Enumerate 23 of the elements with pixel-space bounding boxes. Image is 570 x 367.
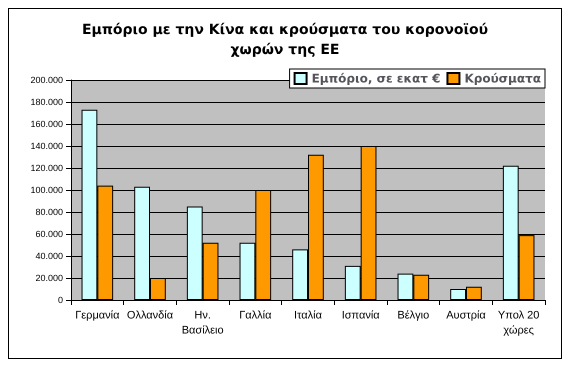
x-tick-label: Γαλλία <box>239 310 272 322</box>
x-tick-label: Ισπανία <box>342 310 380 322</box>
x-tick-label: Υπολ 20 χώρες <box>498 310 540 336</box>
y-tick-label: 180.000 <box>30 97 63 107</box>
y-tick-label: 200.000 <box>30 75 63 85</box>
y-tick-label: 100.000 <box>30 185 63 195</box>
y-tick-label: 140.000 <box>30 141 63 151</box>
x-tick-label: Βέλγιο <box>397 310 430 322</box>
x-tick-label: Ολλανδία <box>126 310 174 322</box>
x-tick-label: Αυστρία <box>446 310 486 322</box>
x-tick-label: Ιταλία <box>294 310 323 322</box>
y-tick-label: 60.000 <box>35 229 63 239</box>
y-tick-label: 120.000 <box>30 163 63 173</box>
y-tick-label: 80.000 <box>35 207 63 217</box>
chart-title: Εμπόριο με την Κίνα και κρούσματα του κορονοϊού χωρών της ΕΕ <box>82 22 488 58</box>
y-tick-label: 40.000 <box>35 251 63 261</box>
x-tick-label: Ην. Βασίλειο <box>182 310 224 336</box>
y-tick-label: 160.000 <box>30 119 63 129</box>
legend-label: Εμπόριο, σε εκατ € <box>312 72 440 86</box>
y-tick-label: 0 <box>58 295 63 305</box>
legend-label: Κρούσματα <box>464 72 542 86</box>
x-tick-label: Γερμανία <box>75 310 120 322</box>
y-tick-label: 20.000 <box>35 273 63 283</box>
